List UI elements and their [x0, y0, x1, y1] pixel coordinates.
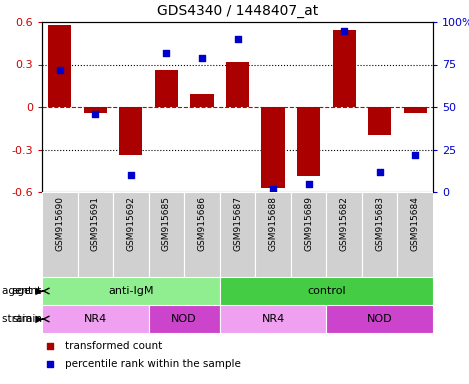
Bar: [255, 192, 291, 277]
Bar: [397, 192, 433, 277]
Text: NOD: NOD: [367, 314, 393, 324]
Bar: [220, 192, 255, 277]
Text: percentile rank within the sample: percentile rank within the sample: [66, 359, 242, 369]
Text: GSM915687: GSM915687: [233, 196, 242, 251]
Point: [46, 361, 53, 367]
Text: control: control: [307, 286, 346, 296]
Title: GDS4340 / 1448407_at: GDS4340 / 1448407_at: [157, 4, 318, 18]
Bar: [220, 277, 433, 305]
Bar: [149, 192, 184, 277]
Text: agent ▶: agent ▶: [2, 286, 44, 296]
Text: NR4: NR4: [83, 314, 107, 324]
Bar: [155, 70, 178, 107]
Text: NR4: NR4: [261, 314, 285, 324]
Point: [305, 180, 312, 187]
Bar: [42, 305, 149, 333]
Bar: [48, 25, 71, 107]
Point: [269, 185, 277, 192]
Bar: [326, 192, 362, 277]
Bar: [119, 107, 143, 155]
Text: GSM915684: GSM915684: [411, 196, 420, 251]
Text: GSM915685: GSM915685: [162, 196, 171, 251]
Text: GSM915692: GSM915692: [126, 196, 136, 251]
Bar: [368, 107, 391, 135]
Bar: [113, 192, 149, 277]
Bar: [77, 192, 113, 277]
Text: strain: strain: [12, 314, 42, 324]
Text: agent: agent: [12, 286, 42, 296]
Point: [234, 36, 241, 42]
Text: anti-IgM: anti-IgM: [108, 286, 154, 296]
Bar: [333, 30, 356, 107]
Text: transformed count: transformed count: [66, 341, 163, 351]
Text: GSM915683: GSM915683: [375, 196, 384, 251]
Bar: [184, 192, 220, 277]
Point: [198, 55, 206, 61]
Text: GSM915688: GSM915688: [269, 196, 278, 251]
Text: GSM915689: GSM915689: [304, 196, 313, 251]
Bar: [326, 305, 433, 333]
Text: GSM915686: GSM915686: [197, 196, 206, 251]
Point: [56, 66, 63, 73]
Point: [340, 27, 348, 33]
Point: [163, 50, 170, 56]
Bar: [190, 94, 213, 107]
Bar: [404, 107, 427, 113]
Point: [91, 111, 99, 117]
Bar: [226, 62, 249, 107]
Text: GSM915691: GSM915691: [91, 196, 100, 251]
Text: strain ▶: strain ▶: [2, 314, 44, 324]
Bar: [297, 107, 320, 176]
Point: [376, 169, 384, 175]
Text: GSM915682: GSM915682: [340, 196, 348, 251]
Bar: [42, 277, 220, 305]
Bar: [291, 192, 326, 277]
Bar: [220, 305, 326, 333]
Point: [411, 152, 419, 158]
Text: GSM915690: GSM915690: [55, 196, 64, 251]
Point: [46, 343, 53, 349]
Bar: [149, 305, 220, 333]
Point: [127, 172, 135, 178]
Bar: [42, 192, 77, 277]
Bar: [362, 192, 397, 277]
Text: NOD: NOD: [171, 314, 197, 324]
Bar: [84, 107, 107, 113]
Bar: [262, 107, 285, 188]
